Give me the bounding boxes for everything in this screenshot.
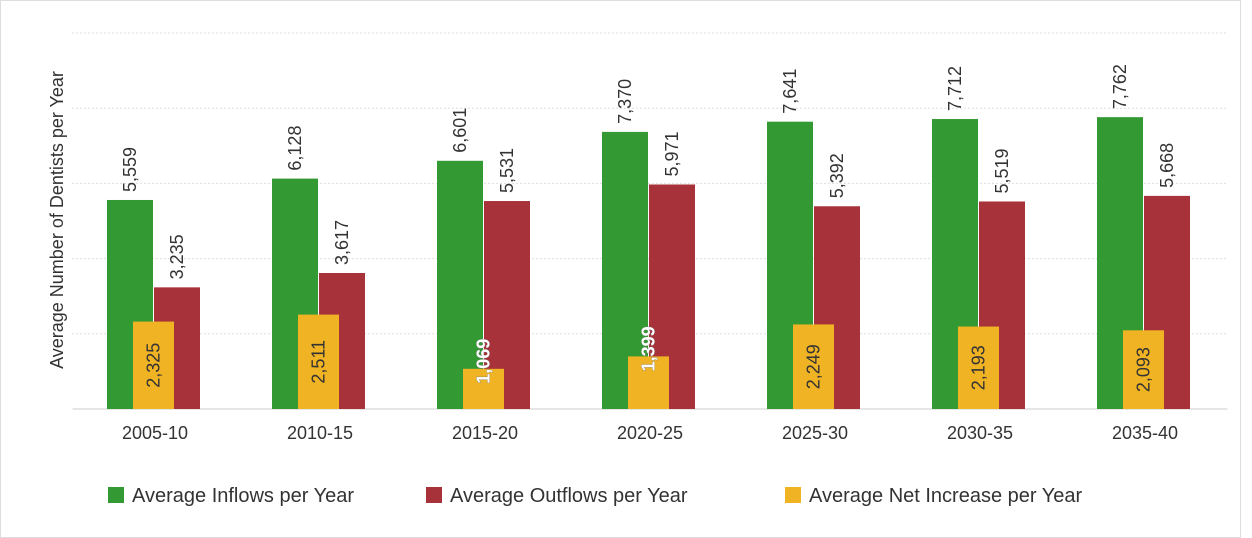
x-tick-label: 2015-20 <box>452 423 518 443</box>
bar <box>793 324 834 409</box>
value-label: 7,712 <box>945 66 965 111</box>
legend-label: Average Outflows per Year <box>450 485 688 507</box>
x-tick-label: 2035-40 <box>1112 423 1178 443</box>
value-label: 3,617 <box>332 220 352 265</box>
value-label: 2,193 <box>969 345 989 390</box>
value-label: 2,325 <box>144 343 164 388</box>
legend-label: Average Inflows per Year <box>132 485 354 507</box>
x-tick-label: 2030-35 <box>947 423 1013 443</box>
value-label: 5,559 <box>120 147 140 192</box>
x-tick-label: 2025-30 <box>782 423 848 443</box>
value-label: 6,128 <box>285 126 305 171</box>
value-label: 5,392 <box>827 153 847 198</box>
bar <box>958 326 999 409</box>
value-label: 6,601 <box>450 108 470 153</box>
bar <box>1123 330 1164 409</box>
legend-label: Average Net Increase per Year <box>809 485 1082 507</box>
value-label: 7,762 <box>1110 64 1130 109</box>
bar <box>133 321 174 409</box>
x-tick-label: 2005-10 <box>122 423 188 443</box>
bar <box>628 356 669 409</box>
value-label: 3,235 <box>167 234 187 279</box>
value-label: 2,511 <box>309 340 329 384</box>
y-axis-label: Average Number of Dentists per Year <box>47 71 67 369</box>
value-label: 5,668 <box>1157 143 1177 188</box>
value-label: 2,249 <box>804 344 824 389</box>
value-label: 7,370 <box>615 79 635 124</box>
x-tick-label: 2020-25 <box>617 423 683 443</box>
legend-swatch <box>108 487 124 503</box>
x-tick-label: 2010-15 <box>287 423 353 443</box>
value-label: 5,971 <box>662 131 682 176</box>
bar <box>437 160 483 409</box>
legend-swatch <box>426 487 442 503</box>
value-label: 1,069 <box>474 339 494 384</box>
value-label: 2,093 <box>1134 347 1154 392</box>
value-label: 1,399 <box>639 326 659 371</box>
legend-swatch <box>785 487 801 503</box>
bar <box>298 314 339 409</box>
value-label: 5,519 <box>992 148 1012 193</box>
value-label: 7,641 <box>780 69 800 114</box>
value-label: 5,531 <box>497 148 517 193</box>
bar <box>463 368 504 409</box>
